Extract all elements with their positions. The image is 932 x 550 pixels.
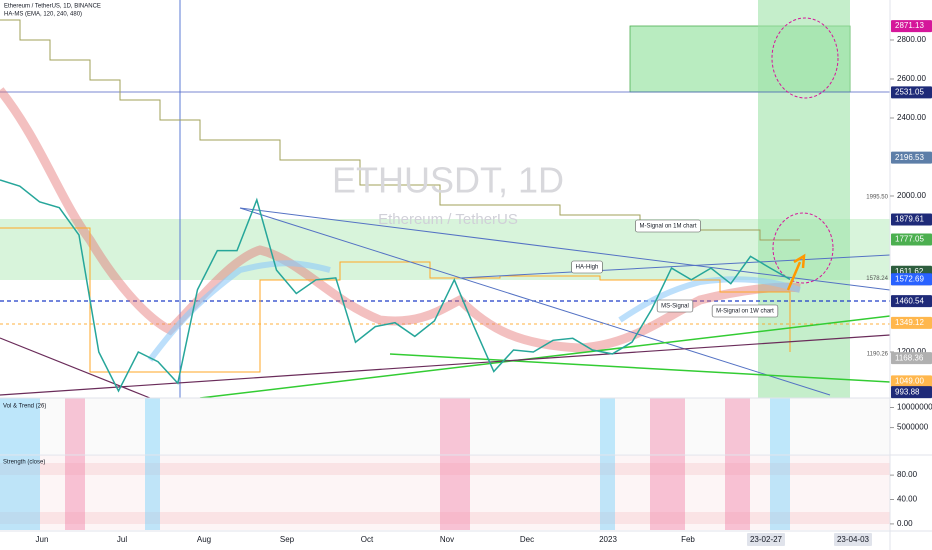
annotation: MS-Signal [661, 304, 689, 310]
trendline [239, 207, 891, 291]
price-label-box [891, 151, 932, 164]
trendline [239, 207, 831, 396]
price-label-box [891, 86, 932, 99]
price-label: 1168.36 [895, 353, 924, 362]
price-label-box [891, 375, 932, 388]
price-label: 1049.00 [895, 377, 924, 386]
x-tick-label: Nov [440, 535, 454, 544]
y-tick-label: 40.00 [897, 495, 918, 504]
ema-band [618, 276, 801, 323]
price-label: 1611.62 [895, 267, 924, 276]
price-label-box [891, 233, 932, 246]
price-line [0, 179, 791, 393]
price-label-box [891, 352, 932, 365]
x-tick-label: Sep [280, 535, 295, 544]
ema-band [147, 260, 331, 362]
price-label: 1879.61 [895, 215, 924, 224]
x-tick-label: Jun [36, 535, 49, 544]
price-label: 1572.69 [895, 274, 924, 283]
price-label-box [891, 20, 932, 33]
indicator-title: HA-MS (EMA, 120, 240, 480) [4, 12, 82, 18]
price-label: 2531.05 [895, 88, 924, 97]
stripe [145, 398, 160, 530]
annotation-box [711, 304, 779, 318]
x-tick-label: Feb [681, 535, 695, 544]
x-tick-label: Dec [520, 535, 534, 544]
x-tick-label: Jul [117, 535, 127, 544]
watermark: ETHUSDT, 1D [332, 160, 564, 201]
watermark: Ethereum / TetherUS [378, 211, 518, 228]
price-label-box [891, 316, 932, 329]
trendline [389, 353, 891, 383]
y-tick-label: 5000000 [897, 423, 929, 432]
symbol-title: Ethereum / TetherUS, 1D, BINANCE [4, 4, 101, 10]
x-tick-label: Aug [197, 535, 211, 544]
circle-marker [772, 212, 834, 284]
time-label-box [747, 533, 785, 546]
trendline [199, 315, 891, 399]
price-label: 993.88 [895, 387, 920, 396]
price-label: 1777.05 [895, 235, 924, 244]
time-label-box [834, 533, 872, 546]
annotation-box [571, 260, 603, 274]
y-tick-label: 1200.00 [897, 347, 926, 356]
price-note: 1578.24 [866, 276, 888, 282]
y-tick-label: 2000.00 [897, 191, 926, 200]
price-label: 2871.13 [895, 21, 924, 30]
price-label: 1349.12 [895, 318, 924, 327]
stripe [600, 398, 615, 530]
annotation-box [656, 299, 694, 313]
stripe [440, 398, 470, 530]
x-tick-label: Oct [361, 535, 374, 544]
price-label-box [891, 386, 932, 399]
stripe [650, 398, 685, 530]
ema-band [0, 87, 801, 353]
price-label: 2196.53 [895, 153, 924, 162]
annotation: M-Signal on 1W chart [716, 309, 774, 315]
strength-title: Strength (close) [3, 460, 45, 466]
y-tick-label: 10000000 [897, 403, 932, 412]
price-label-box [891, 213, 932, 226]
volume-title: Vol & Trend (26) [3, 404, 46, 410]
stripes [0, 398, 790, 530]
circle-marker [771, 17, 839, 99]
y-tick-label: 80.00 [897, 470, 918, 479]
x-tick-label: 23-04-03 [837, 535, 870, 544]
price-label: 1460.54 [895, 296, 924, 305]
green-zone [0, 219, 890, 280]
x-tick-label: 23-02-27 [750, 535, 783, 544]
trendline [0, 337, 151, 399]
stripe [725, 398, 750, 530]
y-tick-label: 0.00 [897, 519, 913, 528]
time-zone [758, 0, 850, 398]
arrow [786, 253, 806, 291]
step-line [0, 19, 800, 241]
step-line [0, 227, 791, 373]
price-note: 1995.50 [866, 194, 888, 200]
stripe [770, 398, 790, 530]
x-tick-label: 2023 [599, 535, 617, 544]
annotation-box [635, 219, 701, 233]
trendline [459, 254, 891, 279]
y-tick-label: 2800.00 [897, 35, 926, 44]
annotation: M-Signal on 1M chart [639, 224, 696, 230]
y-tick-label: 2600.00 [897, 74, 926, 83]
price-label-box [891, 295, 932, 308]
stripe [0, 398, 40, 530]
price-label-box [891, 273, 932, 286]
annotation: HA-High [576, 265, 599, 271]
stripe [65, 398, 85, 530]
y-tick-label: 2400.00 [897, 113, 926, 122]
trendline [0, 334, 891, 396]
price-note: 1190.26 [867, 351, 889, 357]
